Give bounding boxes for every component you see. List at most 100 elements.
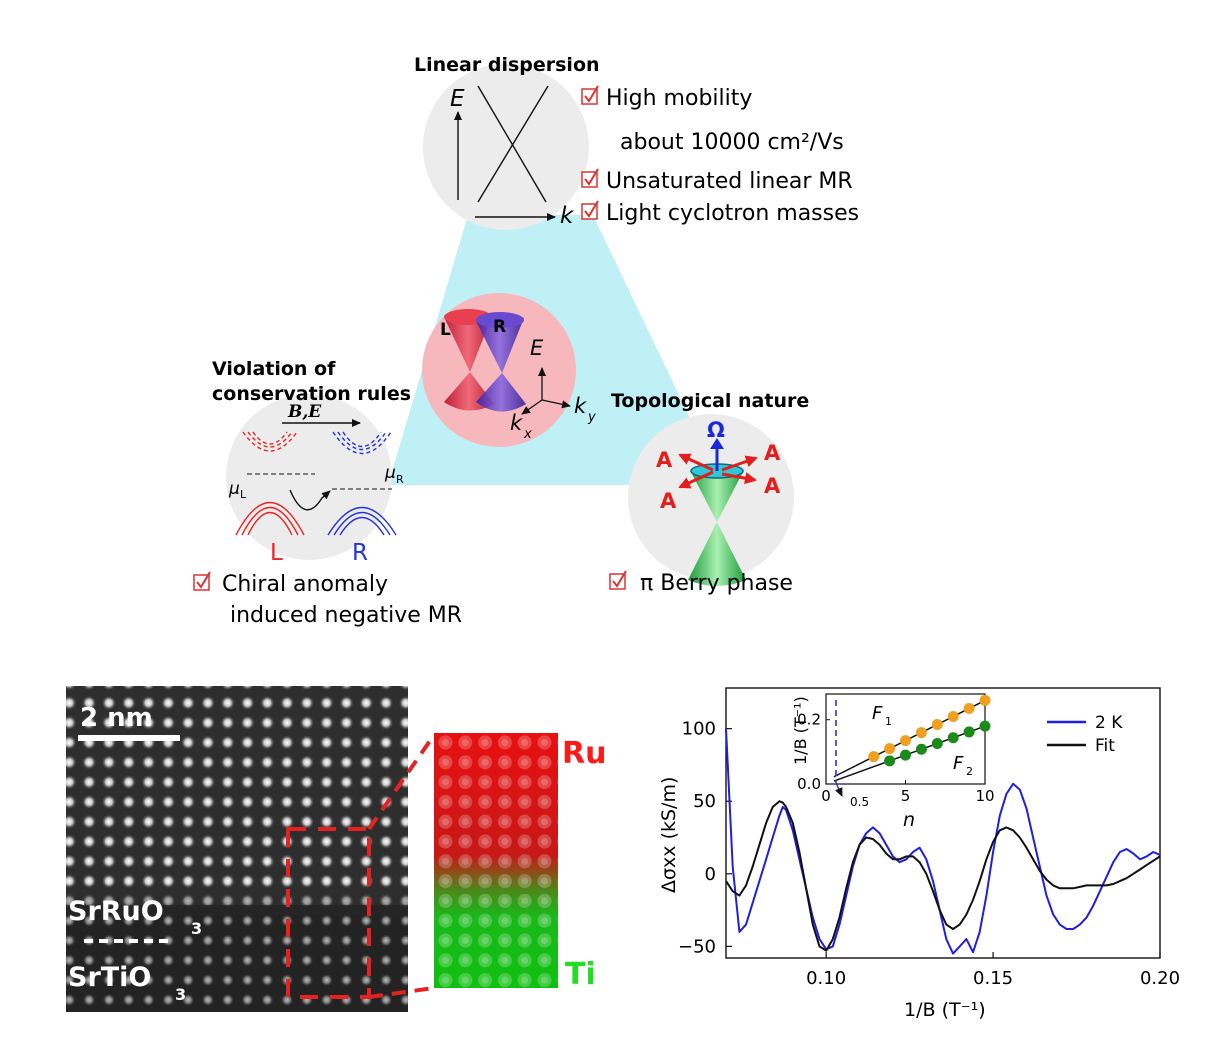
x-tick-label: 0.20 — [1140, 968, 1180, 989]
dispersion-line-b — [477, 85, 549, 203]
item-negative-mr: induced negative MR — [230, 603, 462, 628]
axis-e-label: E — [530, 336, 544, 360]
inset-f1-label: F — [872, 703, 883, 724]
inset-y-label: 1/B (T⁻¹) — [791, 696, 810, 765]
concept-diagram: L R E k y k x Linear dispersion E k — [193, 54, 859, 628]
mu-right-sub: R — [396, 473, 404, 486]
layer-top-sub: 3 — [191, 919, 202, 938]
scale-bar-label: 2 nm — [80, 703, 153, 733]
inset-point-f1 — [979, 694, 991, 706]
a-label-1: A — [656, 448, 673, 472]
item-cyclotron-masses: Light cyclotron masses — [606, 201, 859, 226]
cone-label-left: L — [440, 320, 451, 340]
inset-x-label: n — [903, 809, 915, 831]
green-cone-upper — [690, 470, 744, 522]
eds-map-lattice — [434, 733, 558, 988]
checkbox-chiral-anomaly — [193, 571, 211, 591]
eds-ru-label: Ru — [562, 736, 606, 771]
item-mobility-value: about 10000 cm²/Vs — [620, 130, 844, 155]
mu-left-sub: L — [240, 488, 247, 501]
axis-kx-sub: x — [523, 427, 532, 442]
checkbox-high-mobility — [581, 85, 599, 105]
inset-intercept-arrow — [835, 782, 843, 797]
item-chiral-anomaly: Chiral anomaly — [222, 572, 388, 597]
omega-label: Ω — [707, 418, 725, 442]
a-arrow-3 — [678, 470, 714, 489]
x-tick-label: 0.10 — [806, 968, 846, 989]
topological-title: Topological nature — [611, 390, 809, 412]
inset-point-f1 — [884, 743, 896, 755]
main-x-axis-label: 1/B (T⁻¹) — [904, 999, 986, 1021]
eds-map-panel: Ru Ti — [367, 733, 606, 999]
stem-lattice-bottom — [66, 905, 408, 1012]
zoom-line-bottom — [368, 986, 435, 999]
inset-intercept-label: 0.5 — [850, 795, 869, 809]
main-chart-series — [725, 728, 1161, 955]
field-label: B,E — [287, 402, 322, 422]
blue-cone-lower — [476, 373, 526, 412]
center-weyl-cones: L R E k y k x — [422, 293, 596, 447]
checkbox-cyclotron — [581, 200, 599, 220]
eds-ti-label: Ti — [565, 957, 596, 992]
layer-top-label: SrRuO — [68, 896, 164, 927]
violation-title-1: Violation of — [212, 358, 336, 380]
y-tick-label: 0 — [705, 864, 716, 885]
dispersion-line-a — [477, 85, 547, 203]
eds-region-box — [286, 827, 371, 999]
main-y-axis-label: Δσxx (kS/m) — [658, 777, 680, 893]
checkbox-berry-phase — [609, 570, 627, 590]
layer-bottom-sub: 3 — [175, 985, 186, 1004]
cone-label-right: R — [493, 317, 506, 337]
a-arrow-1 — [678, 453, 714, 472]
inset-f2-label: F — [953, 753, 964, 774]
inset-x-tick-label: 0 — [821, 787, 831, 805]
inset-point-f2 — [900, 749, 911, 761]
inset-ticks: 0 5 10 0.0 0.2 — [797, 711, 994, 805]
a-label-2: A — [764, 441, 781, 465]
inset-x-tick-label: 10 — [975, 787, 994, 805]
inset-series — [833, 694, 991, 782]
item-high-mobility: High mobility — [606, 86, 752, 111]
item-linear-mr: Unsaturated linear MR — [606, 169, 853, 194]
legend-label-fit: Fit — [1095, 736, 1115, 756]
inset-point-f1 — [931, 719, 943, 731]
linear-dispersion-panel: Linear dispersion E k High mobility abou… — [414, 54, 859, 230]
inset-point-f2 — [947, 732, 959, 744]
inset-f2-sub: 2 — [966, 765, 973, 778]
axis-ky-sub: y — [587, 410, 596, 425]
main-legend: 2 K Fit — [1047, 713, 1123, 756]
inset-point-f2 — [931, 738, 943, 749]
dispersion-e-label: E — [450, 86, 465, 112]
inset-point-f2 — [915, 743, 927, 755]
inset-point-f1 — [915, 727, 927, 739]
scale-bar — [78, 735, 180, 741]
inset-point-f1 — [868, 751, 880, 763]
stem-image-panel: 2 nm SrRuO 3 SrTiO 3 — [66, 686, 408, 1012]
violation-panel: Violation of conservation rules B,E — [193, 358, 462, 628]
inset-x-tick-label: 5 — [901, 787, 911, 805]
y-tick-label: 50 — [693, 791, 716, 812]
axis-kx-label: k — [510, 411, 523, 435]
inset-f1-sub: 1 — [885, 715, 892, 728]
inset-y-tick-label: 0.0 — [797, 775, 821, 793]
topological-panel: Topological nature Ω A A A A π Berry pha… — [609, 390, 809, 596]
linear-dispersion-title: Linear dispersion — [414, 54, 600, 76]
x-tick-label: 0.15 — [973, 968, 1013, 989]
dispersion-k-label: k — [560, 203, 575, 229]
inset-chart: 0 5 10 0.0 0.2 0.5 n 1/B (T⁻¹) F 1 F 2 — [791, 693, 995, 831]
violation-title-2: conservation rules — [212, 383, 411, 405]
inset-point-f2 — [963, 726, 975, 738]
axis-ky-label: k — [574, 394, 587, 418]
layer-bottom-label: SrTiO — [68, 962, 151, 993]
inset-point-f1 — [963, 702, 975, 714]
axis-kx-arrow — [521, 399, 543, 415]
green-cone-lower — [688, 522, 746, 586]
label-left: L — [270, 540, 283, 566]
series-fit-line — [725, 800, 1161, 952]
inset-point-f2 — [979, 720, 991, 732]
inset-y-tick-label: 0.2 — [797, 711, 821, 729]
mu-left-label: μ — [228, 479, 240, 499]
inset-point-f1 — [900, 735, 911, 747]
